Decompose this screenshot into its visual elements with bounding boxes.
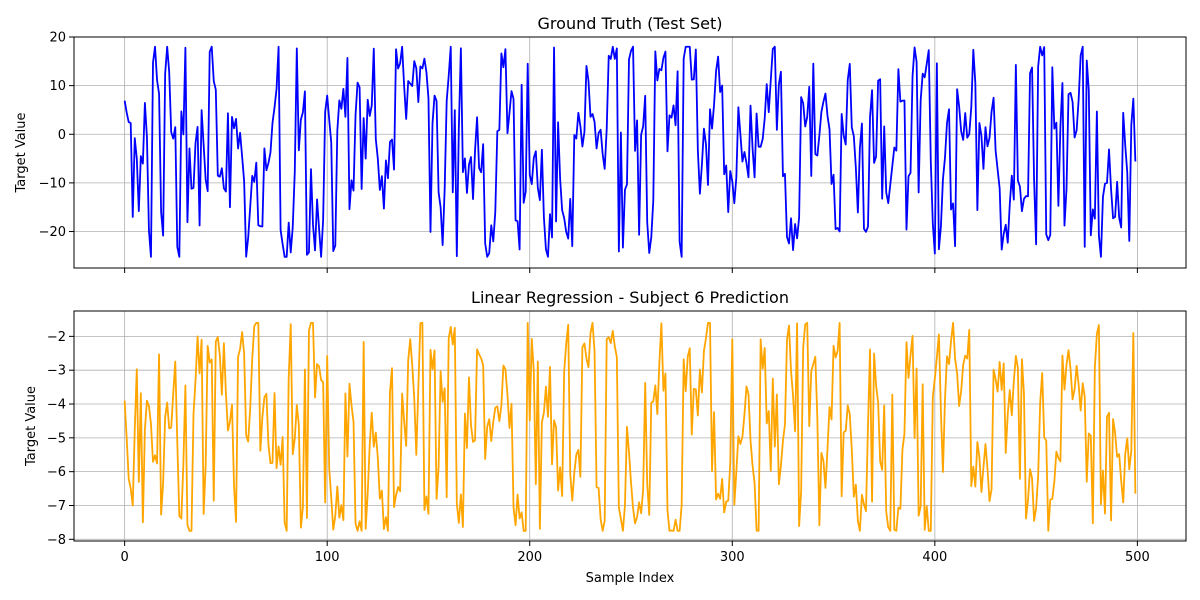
ground-truth-y-ticks: −20 −10 0 10 20 [39,31,74,240]
prediction-y-tick-label: −7 [47,499,66,514]
prediction-x-tick-label: 0 [120,550,128,565]
prediction-x-tick-label: 300 [720,550,745,565]
ground-truth-x-ticks [124,268,1138,273]
prediction-y-tick-label: −4 [47,398,66,413]
prediction-x-tick-label: 200 [517,550,542,565]
ground-truth-y-tick-label: 20 [49,31,66,46]
prediction-x-tick-label: 100 [315,550,340,565]
ground-truth-y-tick-label: −20 [39,225,66,240]
ground-truth-y-axis-label: Target Value [14,112,29,193]
prediction-y-tick-label: −5 [47,431,66,446]
prediction-x-ticks: 0 100 200 300 400 500 [120,541,1150,565]
prediction-y-tick-label: −8 [47,533,66,548]
prediction-series-line [123,321,1137,532]
ground-truth-axes-frame [73,36,1187,269]
prediction-y-tick-label: −3 [47,364,66,379]
prediction-panel: 0 100 200 300 400 500 −8 −7 −6 −5 −4 −3 −2 Linear R… [24,288,1187,586]
prediction-y-ticks: −8 −7 −6 −5 −4 −3 −2 [47,330,74,548]
prediction-y-tick-label: −6 [47,465,66,480]
ground-truth-y-tick-label: 10 [49,79,66,94]
prediction-y-axis-label: Target Value [24,386,39,467]
ground-truth-series-line [123,45,1137,258]
x-axis-label: Sample Index [586,571,675,586]
ground-truth-panel: −20 −10 0 10 20 Ground Truth (Test Set) Targ… [14,14,1187,273]
prediction-x-tick-label: 400 [922,550,947,565]
ground-truth-y-tick-label: 0 [58,128,66,143]
ground-truth-y-tick-label: −10 [39,176,66,191]
prediction-axes-frame [73,310,1187,542]
prediction-series [123,321,1137,532]
ground-truth-title: Ground Truth (Test Set) [538,14,723,33]
ground-truth-series [123,45,1137,258]
prediction-title: Linear Regression - Subject 6 Prediction [471,288,789,307]
prediction-y-tick-label: −2 [47,330,66,345]
prediction-x-tick-label: 500 [1125,550,1150,565]
